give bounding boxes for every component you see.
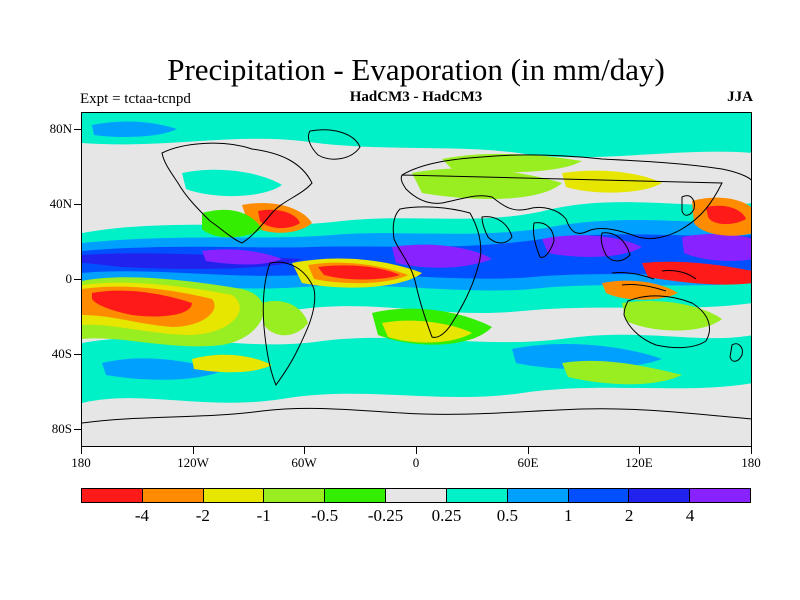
colorbar-swatch-0 [82,489,143,502]
lat-tick-0 [74,279,81,280]
field-maritime-red [642,261,751,285]
colorbar-swatch-9 [629,489,691,502]
lon-label-180w: 180 [71,455,91,470]
lat-label-40n: 40N [49,196,72,211]
field-maritime-orange [602,280,678,300]
colorbar-label-6: 0.5 [496,506,518,525]
colorbar-label-7: 1 [564,506,573,525]
field-arctic-blue [92,121,177,137]
coast-greenland [307,129,361,160]
lat-label-80s: 80S [51,421,72,436]
field-atlantic-red [318,265,400,280]
lat-tick-40n [74,204,81,205]
lon-tick-120e [639,447,640,454]
colorbar-swatch-5 [386,489,447,502]
coast-africa [392,206,482,338]
field-southern-yellow [192,354,272,373]
field-indian-purple [542,235,642,257]
field-north-atlantic-red [258,209,300,229]
coastlines [82,129,751,424]
coast-australia [623,295,710,349]
lon-label-60w: 60W [291,455,317,470]
colorbar-swatch-8 [568,489,630,502]
coast-se-asia [600,232,631,262]
lon-label-120w: 120W [177,455,209,470]
coast-europe-asia [400,154,751,240]
field-samerica-green [262,301,308,336]
map-svg [82,113,751,446]
colorbar-label-2: -1 [256,506,271,525]
colorbar-swatch-1 [142,489,204,502]
colorbar-swatch-10 [690,489,750,502]
colorbar-label-5: 0.25 [431,506,462,525]
coast-india [533,222,555,258]
coast-north-america [161,142,313,244]
field-southern-blue-2 [512,344,662,370]
lon-label-180e: 180 [741,455,761,470]
colorbar-label-0: -4 [134,506,149,525]
plot-title: Precipitation - Evaporation (in mm/day) [167,52,665,87]
lon-tick-120w [193,447,194,454]
lat-label-40s: 40S [51,346,72,361]
field-west-pacific-red [706,205,746,225]
colorbar-swatch-2 [203,489,265,502]
field-south-pacific-red [92,290,192,317]
colorbar-swatch-3 [264,489,326,502]
field-atlantic-purple [392,244,492,268]
coast-antarctica [82,407,751,424]
colorbar [81,488,751,503]
field-pacific-purple [682,233,751,261]
field-southern-blue-1 [102,358,222,380]
experiment-label: Expt = tctaa-tcnpd [80,91,191,107]
colorbar-swatch-4 [325,489,387,502]
lat-tick-40s [74,354,81,355]
colorbar-label-1: -2 [195,506,210,525]
lon-tick-60w [304,447,305,454]
field-australia-green [622,300,722,331]
lon-tick-180e [751,447,752,454]
field-north-atlantic-green [202,209,262,238]
coast-indonesia [611,270,697,292]
lon-label-0: 0 [412,455,420,470]
lat-tick-80n [74,129,81,130]
lon-tick-180w [81,447,82,454]
lat-tick-80s [74,429,81,430]
lat-label-80n: 80N [49,121,72,136]
coast-south-america [262,261,316,387]
colorbar-label-9: 4 [685,506,695,525]
model-label: HadCM3 - HadCM3 [349,89,483,105]
lon-label-120e: 120E [625,455,653,470]
colorbar-label-4: -0.25 [367,506,404,525]
field-southern-green-1 [562,360,682,385]
coast-japan [681,195,695,216]
field-asia-yellow [562,170,662,193]
lon-tick-60e [528,447,529,454]
lat-label-0: 0 [65,271,73,286]
field-eastpacific-purple [202,249,282,265]
colorbar-swatch-7 [507,489,569,502]
map-panel [81,112,752,447]
colorbar-label-3: -0.5 [311,506,339,525]
coast-new-zealand [729,343,743,362]
field-na-cyan [182,169,282,197]
lon-label-60e: 60E [517,455,539,470]
colorbar-label-8: 2 [624,506,634,525]
lon-tick-0 [416,447,417,454]
season-label: JJA [727,89,753,105]
field-arctic-green [442,153,582,173]
colorbar-swatch-6 [446,489,508,502]
coast-arabia [481,216,513,244]
field-arctic-cyan [82,113,751,158]
